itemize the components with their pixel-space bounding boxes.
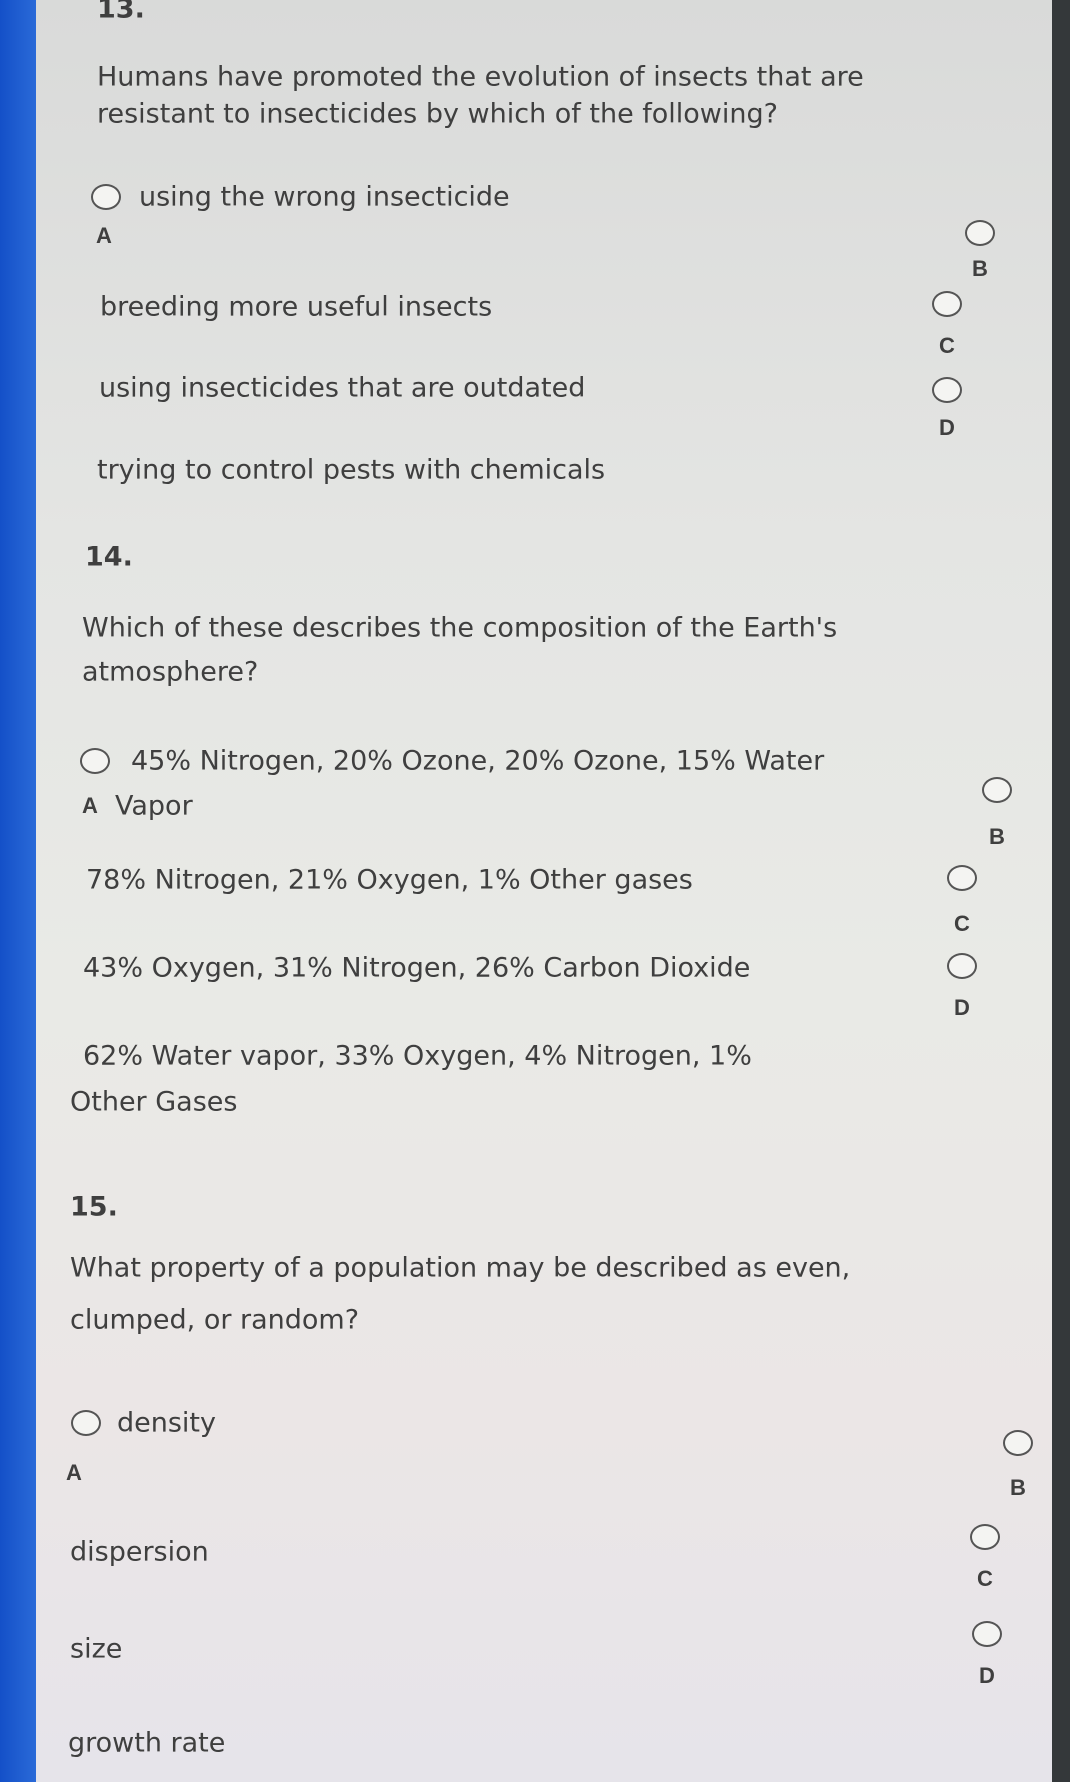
q15-option-d-text[interactable]: growth rate bbox=[68, 1727, 226, 1759]
q13-option-b-radio[interactable] bbox=[965, 220, 995, 246]
q13-option-a-radio[interactable] bbox=[91, 184, 121, 210]
q15-option-d-letter: D bbox=[979, 1663, 995, 1688]
question-13-prompt-line-1: Humans have promoted the evolution of in… bbox=[97, 61, 864, 93]
q15-option-a-letter: A bbox=[66, 1460, 82, 1485]
question-13-prompt-line-2: resistant to insecticides by which of th… bbox=[97, 98, 778, 130]
question-15-number: 15. bbox=[70, 1191, 118, 1223]
question-15-prompt-line-2: clumped, or random? bbox=[70, 1304, 360, 1336]
q13-option-d-text[interactable]: trying to control pests with chemicals bbox=[97, 454, 606, 486]
q15-option-b-text[interactable]: dispersion bbox=[70, 1536, 209, 1568]
question-13-number: 13. bbox=[97, 0, 145, 25]
q14-option-a-text-line-2[interactable]: Vapor bbox=[115, 790, 193, 822]
question-15-prompt-line-1: What property of a population may be des… bbox=[70, 1252, 851, 1284]
q13-option-c-text[interactable]: using insecticides that are outdated bbox=[99, 372, 586, 404]
question-14-number: 14. bbox=[85, 541, 133, 573]
q14-option-b-radio[interactable] bbox=[982, 777, 1012, 803]
q15-option-c-text[interactable]: size bbox=[70, 1633, 123, 1665]
q13-option-b-letter: B bbox=[972, 256, 988, 281]
q15-option-a-radio[interactable] bbox=[71, 1410, 101, 1436]
q15-option-c-letter: C bbox=[977, 1566, 993, 1591]
left-blue-bar bbox=[0, 0, 36, 1782]
question-14-prompt-line-2: atmosphere? bbox=[82, 656, 259, 688]
q14-option-c-radio[interactable] bbox=[947, 865, 977, 891]
q13-option-c-letter: C bbox=[939, 333, 955, 358]
q15-option-b-letter: B bbox=[1010, 1475, 1026, 1500]
question-14-prompt-line-1: Which of these describes the composition… bbox=[82, 612, 838, 644]
q15-option-c-radio[interactable] bbox=[970, 1524, 1000, 1550]
q13-option-d-radio[interactable] bbox=[932, 377, 962, 403]
q13-option-a-letter: A bbox=[96, 223, 112, 248]
q14-option-a-text-line-1[interactable]: 45% Nitrogen, 20% Ozone, 20% Ozone, 15% … bbox=[131, 745, 825, 777]
q15-option-a-text[interactable]: density bbox=[117, 1407, 216, 1439]
q14-option-a-radio[interactable] bbox=[80, 748, 110, 774]
q14-option-d-radio[interactable] bbox=[947, 953, 977, 979]
q15-option-d-radio[interactable] bbox=[972, 1621, 1002, 1647]
q13-option-a-text[interactable]: using the wrong insecticide bbox=[139, 181, 510, 213]
q13-option-d-letter: D bbox=[939, 415, 955, 440]
q14-option-d-letter: D bbox=[954, 995, 970, 1020]
q13-option-c-radio[interactable] bbox=[932, 291, 962, 317]
q14-option-b-text[interactable]: 78% Nitrogen, 21% Oxygen, 1% Other gases bbox=[86, 864, 693, 896]
right-dark-bezel bbox=[1052, 0, 1070, 1782]
q14-option-b-letter: B bbox=[989, 824, 1005, 849]
q14-option-c-text[interactable]: 43% Oxygen, 31% Nitrogen, 26% Carbon Dio… bbox=[83, 952, 751, 984]
q14-option-d-text-line-1[interactable]: 62% Water vapor, 33% Oxygen, 4% Nitrogen… bbox=[83, 1040, 752, 1072]
q14-option-a-letter: A bbox=[82, 793, 98, 818]
q14-option-d-text-line-2[interactable]: Other Gases bbox=[70, 1086, 238, 1118]
q15-option-b-radio[interactable] bbox=[1003, 1430, 1033, 1456]
q13-option-b-text[interactable]: breeding more useful insects bbox=[100, 291, 493, 323]
q14-option-c-letter: C bbox=[954, 911, 970, 936]
